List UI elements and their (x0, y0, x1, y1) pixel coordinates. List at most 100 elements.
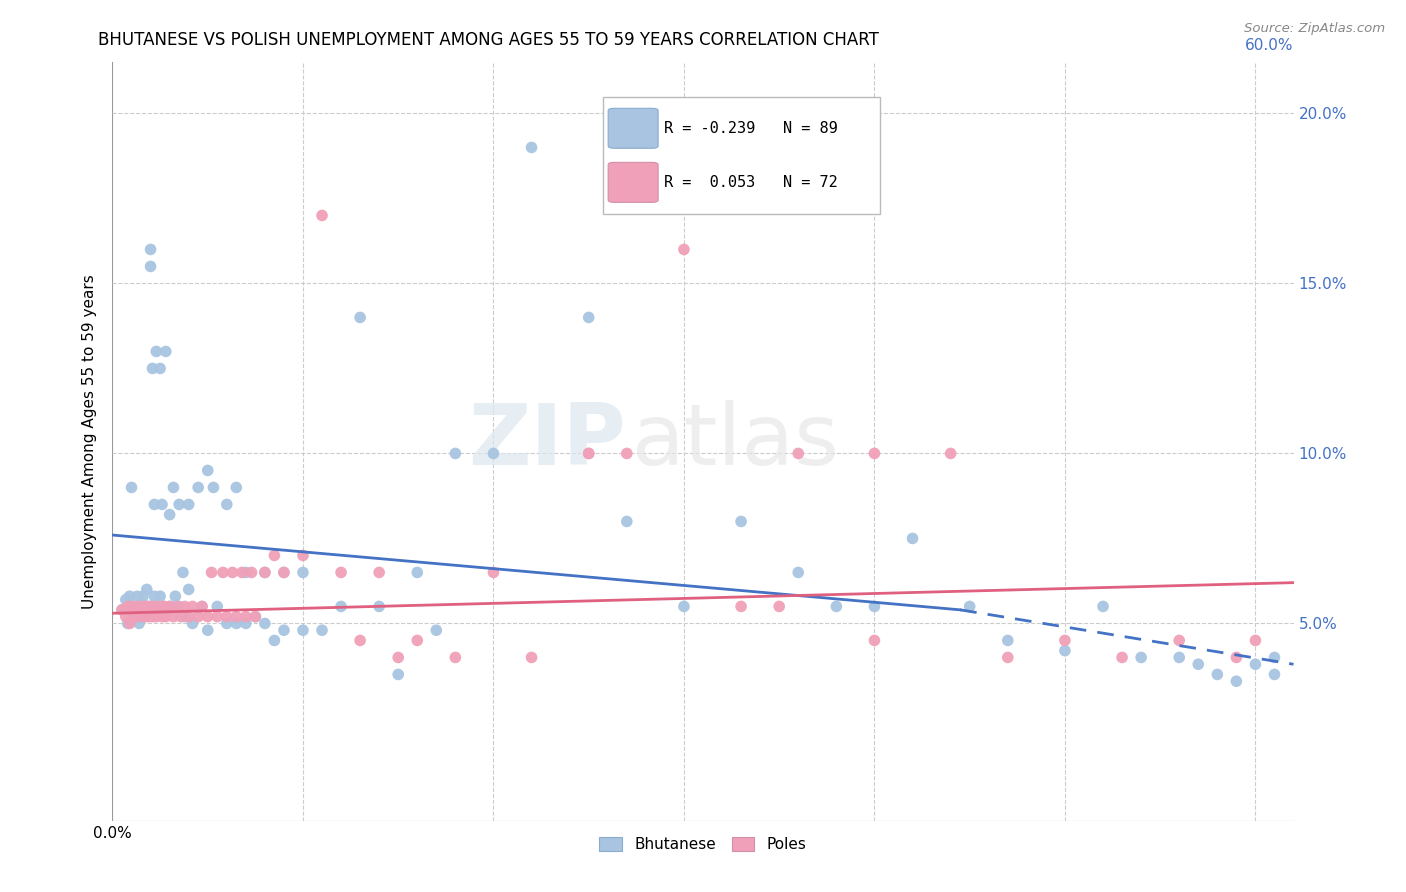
Point (245, 609, 267, 624)
Point (121, 480, 143, 494)
Point (149, 599, 172, 614)
Point (406, 633, 429, 648)
Point (124, 603, 146, 617)
Point (1263, 667, 1285, 681)
Point (153, 599, 176, 614)
Point (520, 140, 543, 154)
Point (1206, 667, 1229, 681)
Point (1111, 650, 1133, 665)
Point (117, 616, 139, 631)
Point (118, 616, 141, 631)
Point (134, 609, 156, 624)
Point (349, 633, 371, 648)
Point (150, 609, 173, 624)
Point (135, 599, 157, 614)
Text: BHUTANESE VS POLISH UNEMPLOYMENT AMONG AGES 55 TO 59 YEARS CORRELATION CHART: BHUTANESE VS POLISH UNEMPLOYMENT AMONG A… (98, 31, 879, 49)
Point (730, 515, 752, 529)
Point (207, 609, 229, 624)
Point (1244, 657, 1267, 672)
Point (134, 609, 156, 624)
Point (145, 609, 167, 624)
Point (132, 599, 155, 614)
Text: Source: ZipAtlas.com: Source: ZipAtlas.com (1244, 22, 1385, 36)
Point (406, 566, 429, 580)
Point (730, 599, 752, 614)
Point (177, 498, 200, 512)
Point (616, 515, 638, 529)
Y-axis label: Unemployment Among Ages 55 to 59 years: Unemployment Among Ages 55 to 59 years (82, 274, 97, 609)
Point (235, 609, 257, 624)
Point (121, 599, 143, 614)
Point (167, 599, 190, 614)
Point (997, 633, 1019, 648)
Point (127, 599, 149, 614)
Point (135, 603, 157, 617)
Point (273, 566, 295, 580)
Text: ZIP: ZIP (468, 400, 626, 483)
Point (263, 633, 285, 648)
Point (235, 566, 257, 580)
Point (1225, 650, 1247, 665)
Point (162, 609, 184, 624)
Point (191, 599, 214, 614)
Point (187, 609, 209, 624)
Point (166, 599, 188, 614)
Point (787, 446, 810, 460)
Point (177, 582, 200, 597)
Point (253, 566, 276, 580)
Point (139, 599, 162, 614)
Point (167, 498, 190, 512)
Point (207, 599, 229, 614)
Point (1263, 650, 1285, 665)
Point (263, 549, 285, 563)
Point (273, 624, 295, 638)
Point (215, 609, 238, 624)
Point (139, 243, 162, 257)
Point (225, 616, 247, 631)
Point (1092, 599, 1115, 614)
Legend: Bhutanese, Poles: Bhutanese, Poles (593, 831, 813, 858)
Point (578, 446, 600, 460)
Point (215, 616, 238, 631)
Point (111, 603, 134, 617)
Point (162, 480, 184, 494)
Point (349, 310, 371, 325)
Point (122, 609, 145, 624)
Point (159, 508, 181, 522)
Point (368, 599, 391, 614)
Point (253, 616, 276, 631)
Point (124, 609, 146, 624)
Point (197, 463, 219, 477)
Point (127, 589, 149, 603)
Point (578, 310, 600, 325)
Point (482, 566, 505, 580)
Point (253, 566, 276, 580)
Point (138, 609, 160, 624)
Point (1053, 643, 1076, 657)
Point (159, 599, 181, 614)
Point (1244, 633, 1267, 648)
Point (197, 609, 219, 624)
Point (150, 498, 173, 512)
Point (1053, 633, 1076, 648)
Point (139, 260, 162, 274)
Point (387, 650, 409, 665)
Point (787, 566, 810, 580)
Point (1187, 657, 1209, 672)
Point (145, 344, 167, 359)
Point (863, 446, 886, 460)
Point (221, 566, 243, 580)
Point (768, 599, 790, 614)
Point (202, 480, 225, 494)
Point (159, 599, 181, 614)
Point (128, 616, 150, 631)
Point (129, 603, 152, 617)
Point (1130, 650, 1153, 665)
Point (1168, 633, 1191, 648)
Point (425, 624, 447, 638)
Point (368, 566, 391, 580)
Point (138, 599, 160, 614)
Point (482, 446, 505, 460)
Point (231, 566, 253, 580)
Point (225, 609, 247, 624)
